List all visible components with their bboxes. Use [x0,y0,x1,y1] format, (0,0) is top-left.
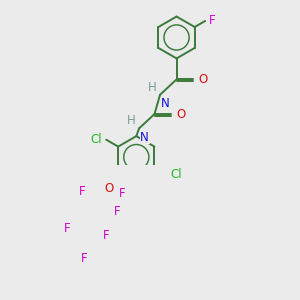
Text: O: O [105,182,114,195]
Text: F: F [64,222,71,235]
Text: F: F [114,205,120,218]
Text: O: O [199,73,208,86]
Text: F: F [81,252,88,266]
Text: F: F [119,187,125,200]
Text: H: H [148,81,157,94]
Text: Cl: Cl [90,133,102,146]
Text: H: H [127,114,136,127]
Text: F: F [208,14,215,27]
Text: N: N [161,97,170,110]
Text: O: O [176,108,186,121]
Text: Cl: Cl [171,168,182,181]
Text: N: N [140,130,149,144]
Text: F: F [103,230,110,242]
Text: F: F [79,185,86,198]
